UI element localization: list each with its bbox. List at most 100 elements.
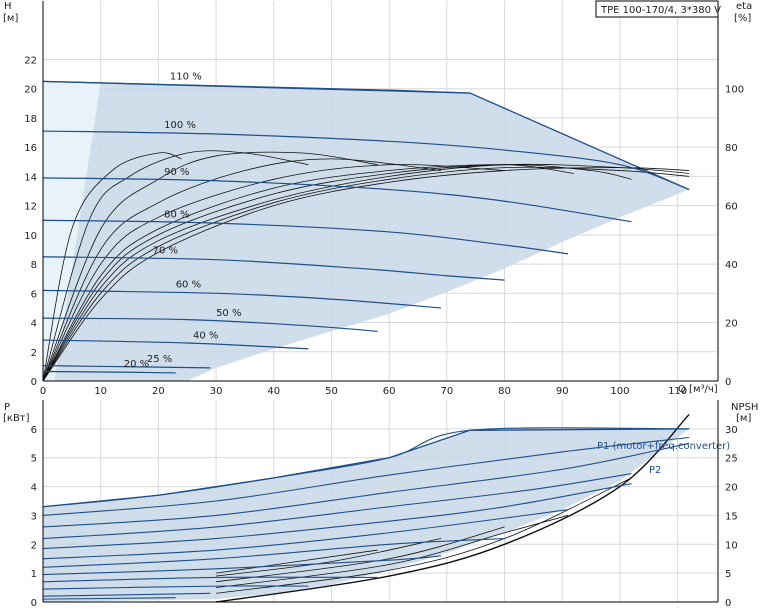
top-y-title-line1: H <box>4 1 12 12</box>
top-y2-tick-label: 60 <box>725 202 738 213</box>
top-x-tick-label: 40 <box>267 386 280 397</box>
power-curve-8 <box>42 576 378 583</box>
bottom-y-tick-label: 3 <box>31 511 37 522</box>
top-x-title: Q [м³/ч] <box>678 384 718 395</box>
top-y-tick-label: 22 <box>24 55 37 66</box>
pump-model-label: TPE 100-170/4, 3*380 V <box>600 5 721 16</box>
top-x-tick-label: 20 <box>152 386 165 397</box>
npsh-curve-0 <box>215 413 690 603</box>
bottom-y2-tick-label: 0 <box>725 598 731 609</box>
speed-label-50: 50 % <box>216 308 241 319</box>
bottom-y-tick-label: 4 <box>31 483 37 494</box>
eta-curve-1 <box>42 166 690 382</box>
head-curve-90 <box>42 177 632 223</box>
top-y-tick-label: 20 <box>24 85 37 96</box>
top-x-tick-label: 80 <box>498 386 511 397</box>
bottom-y2-title-line2: [м] <box>736 413 751 424</box>
top-y-tick-label: 2 <box>31 348 37 359</box>
top-x-tick-label: 70 <box>440 386 453 397</box>
head-curve-70 <box>42 256 505 281</box>
head-curve-80 <box>42 219 569 255</box>
top-x-tick-label: 0 <box>40 386 46 397</box>
power-curve-9 <box>42 585 309 590</box>
power-npsh-panel: P1 (motor+freq.converter) P2 0 1 2 3 4 5 6 0 5 10 15… <box>31 400 738 609</box>
bottom-y-title-line1: P <box>4 402 10 413</box>
speed-label-80: 80 % <box>164 209 189 220</box>
speed-label-20: 20 % <box>124 359 149 370</box>
head-curve-110 <box>42 80 470 94</box>
top-y-tick-label: 18 <box>24 114 37 125</box>
eta-curve-0 <box>42 167 690 382</box>
top-y-title-line2: [м] <box>3 13 18 24</box>
head-curve-50 <box>42 317 378 332</box>
npsh-curve-1 <box>216 477 632 594</box>
head-curve-100 <box>42 130 690 191</box>
eta-curve-7 <box>42 151 378 382</box>
top-y-tick-label: 0 <box>31 377 37 388</box>
bottom-y2-tick-label: 30 <box>725 425 738 436</box>
power-curve-10 <box>42 592 211 597</box>
eta-curve-6 <box>42 158 442 382</box>
bottom-y-tick-label: 5 <box>31 454 37 465</box>
bottom-y2-tick-label: 5 <box>725 569 731 580</box>
power-curve-11 <box>42 597 176 600</box>
bottom-y2-tick-label: 15 <box>725 511 738 522</box>
top-y-tick-label: 16 <box>24 143 37 154</box>
power-curve-4 <box>42 483 632 550</box>
power-curve-6 <box>42 537 505 568</box>
bottom-y2-tick-label: 25 <box>725 454 738 465</box>
bottom-y-tick-label: 2 <box>31 540 37 551</box>
bottom-y2-tick-label: 10 <box>725 540 738 551</box>
power-curve-3 <box>42 473 632 540</box>
npsh-curve-2 <box>216 515 569 588</box>
head-curve-20 <box>42 370 176 374</box>
npsh-curve-5 <box>216 549 378 574</box>
bottom-y2-tick-label: 20 <box>725 483 738 494</box>
speed-label-40: 40 % <box>193 330 218 341</box>
top-x-tick-label: 60 <box>383 386 396 397</box>
speed-label-110: 110 % <box>170 72 202 83</box>
top-y2-title-line2: [%] <box>734 13 751 24</box>
top-y2-tick-label: 40 <box>725 260 738 271</box>
top-x-tick-label: 100 <box>610 386 629 397</box>
power-curve-2 <box>42 442 690 528</box>
p2-series-label: P2 <box>649 465 661 476</box>
top-operating-envelope <box>43 81 690 381</box>
speed-label-90: 90 % <box>164 167 189 178</box>
top-y2-tick-label: 80 <box>725 143 738 154</box>
top-y2-tick-label: 0 <box>725 377 731 388</box>
head-curve-40 <box>42 339 309 350</box>
top-x-tick-label: 90 <box>556 386 569 397</box>
bottom-y-tick-label: 6 <box>31 425 37 436</box>
top-y2-title-line1: eta <box>736 1 752 12</box>
power-curve-1 <box>42 436 690 516</box>
top-y2-tick-label: 100 <box>725 85 744 96</box>
speed-label-60: 60 % <box>176 280 201 291</box>
eta-curve-2 <box>42 163 690 382</box>
top-low-flow-zone <box>43 81 101 381</box>
top-x-tick-label: 110 <box>668 386 687 397</box>
p1-series-label: P1 (motor+freq.converter) <box>597 441 730 452</box>
top-y-tick-label: 4 <box>31 319 37 330</box>
bottom-y-title-line2: [кВт] <box>3 413 30 424</box>
power-curve-0 <box>42 427 690 508</box>
speed-label-70: 70 % <box>153 246 178 257</box>
top-y2-tick-label: 20 <box>725 319 738 330</box>
top-y-tick-label: 12 <box>24 202 37 213</box>
eta-curve-5 <box>42 164 505 382</box>
bottom-y-tick-label: 0 <box>31 598 37 609</box>
top-y-tick-label: 6 <box>31 289 37 300</box>
top-y-tick-label: 10 <box>24 231 37 242</box>
top-x-tick-label: 50 <box>325 386 338 397</box>
bottom-operating-envelope <box>43 428 690 602</box>
speed-label-25: 25 % <box>147 354 172 365</box>
bottom-y-tick-label: 1 <box>31 569 37 580</box>
top-y-tick-label: 14 <box>24 172 37 183</box>
head-eta-panel: 110 %100 %90 %80 %70 %60 %50 %40 %25 %20… <box>24 1 744 397</box>
head-curve-60 <box>42 289 442 309</box>
top-y-tick-label: 8 <box>31 260 37 271</box>
speed-label-100: 100 % <box>164 120 196 131</box>
top-x-tick-label: 10 <box>94 386 107 397</box>
power-curve-7 <box>42 555 442 576</box>
